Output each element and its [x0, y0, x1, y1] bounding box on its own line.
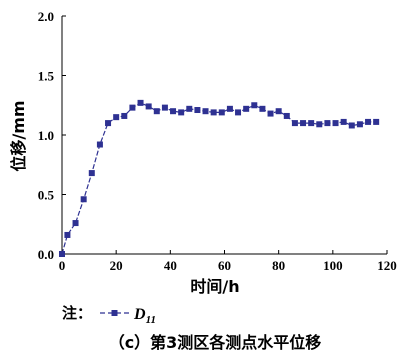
x-tick-label: 60	[218, 258, 231, 273]
x-axis-title: 时间/h	[190, 277, 239, 296]
y-tick-label: 0.0	[38, 247, 54, 262]
data-point	[202, 108, 209, 115]
data-point	[72, 220, 79, 227]
data-point	[251, 102, 258, 109]
x-tick-label: 20	[110, 258, 123, 273]
legend-series-letter: D	[133, 306, 146, 323]
y-tick-label: 1.0	[38, 128, 54, 143]
data-point	[235, 109, 242, 116]
series-d11	[59, 99, 380, 257]
data-point	[153, 108, 160, 115]
y-tick-label: 0.5	[38, 188, 55, 203]
data-point	[283, 112, 290, 119]
data-point	[226, 105, 233, 112]
data-point	[129, 104, 136, 111]
data-point	[300, 120, 307, 127]
data-point	[137, 99, 144, 106]
data-point	[194, 107, 201, 114]
data-point	[243, 105, 250, 112]
data-point	[113, 114, 120, 121]
y-axis-ticks: 0.0 0.5 1.0 1.5 2.0	[38, 9, 66, 262]
data-point	[324, 120, 331, 127]
x-tick-label: 120	[377, 258, 397, 273]
x-tick-label: 40	[164, 258, 177, 273]
data-point	[340, 118, 347, 125]
legend: 注： D11	[62, 304, 156, 326]
data-point	[267, 110, 274, 117]
series-line	[61, 102, 377, 255]
data-point	[210, 109, 217, 116]
data-point	[121, 112, 128, 119]
data-point	[316, 121, 323, 128]
data-point	[96, 141, 103, 148]
data-point	[332, 120, 339, 127]
data-point	[80, 196, 87, 203]
data-point	[105, 120, 112, 127]
x-tick-label: 0	[59, 258, 66, 273]
data-point	[218, 109, 225, 116]
data-point	[308, 120, 315, 127]
x-tick-label: 80	[272, 258, 285, 273]
data-point	[275, 108, 282, 115]
data-point	[259, 105, 266, 112]
data-point	[178, 109, 185, 116]
legend-series-subscript: 11	[146, 314, 156, 326]
data-point	[186, 105, 193, 112]
x-axis-ticks: 0 20 40 60 80 100 120	[59, 250, 397, 273]
figure-caption: （c）第3测区各测点水平位移	[109, 333, 322, 352]
data-point	[356, 121, 363, 128]
data-point	[88, 170, 95, 177]
data-point	[365, 118, 372, 125]
legend-note-label: 注：	[62, 304, 92, 322]
data-point	[145, 103, 152, 110]
legend-marker	[111, 310, 118, 316]
plot-axes	[61, 16, 387, 255]
x-tick-label: 100	[323, 258, 343, 273]
data-point	[161, 104, 168, 111]
data-point	[373, 118, 380, 125]
data-point	[291, 120, 298, 127]
data-point	[64, 231, 71, 238]
y-tick-label: 1.5	[38, 69, 55, 84]
y-axis-title: 位移/mm	[9, 100, 28, 171]
data-point	[170, 108, 177, 115]
legend-series-name: D11	[133, 306, 156, 326]
data-point	[348, 122, 355, 129]
y-tick-label: 2.0	[38, 9, 54, 24]
data-point	[59, 251, 65, 257]
